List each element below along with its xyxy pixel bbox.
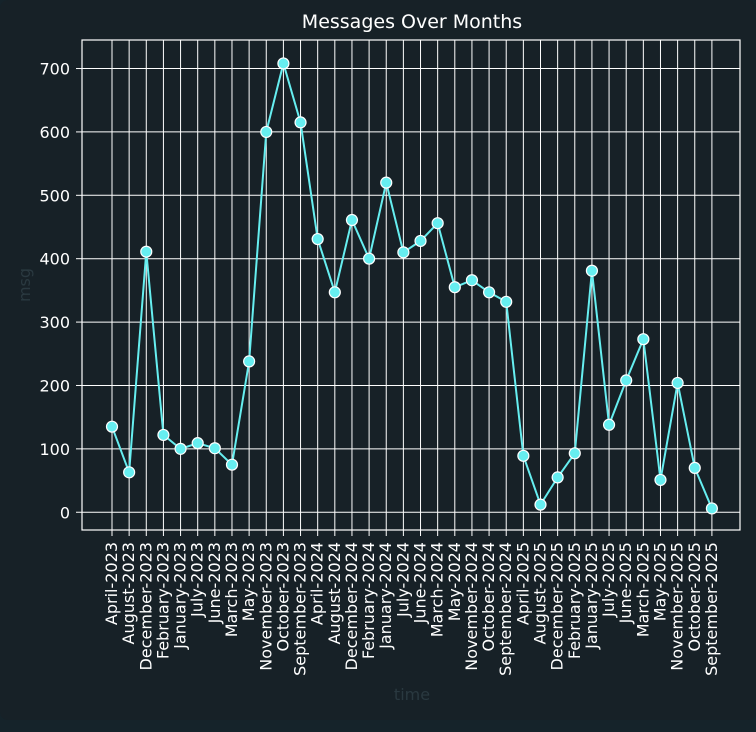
x-tick-label: December-2023 [136,542,155,670]
data-point [620,374,633,387]
x-tick-label: January-2024 [376,542,395,650]
x-tick-label: April-2025 [513,542,532,625]
x-tick-label: July-2024 [393,542,412,618]
x-tick-label: October-2024 [479,542,498,652]
x-tick-label: February-2023 [153,542,172,659]
x-tick-label: November-2025 [668,542,687,671]
data-point [380,176,393,189]
grid-layer [82,40,740,530]
x-tick-label: October-2023 [273,542,292,652]
x-tick-label: May-2025 [650,542,669,621]
plot-frame [81,39,741,531]
x-tick-label: December-2025 [548,542,567,670]
data-point [585,264,599,277]
data-point [465,274,479,287]
data-point [688,461,701,474]
y-tick-label: 300 [39,313,70,332]
x-tick-label: August-2023 [119,542,138,644]
x-tick-label: November-2024 [462,542,481,671]
data-point [294,116,307,129]
data-point [671,376,684,390]
x-tick-label: February-2024 [359,542,378,659]
x-tick-label: October-2025 [685,542,704,652]
y-tick-label: 500 [39,186,70,205]
x-tick-label: March-2023 [222,542,241,637]
x-tick-label: August-2025 [531,542,550,644]
data-point [534,498,547,511]
x-tick-label: September-2024 [496,542,515,676]
data-point [191,437,204,450]
x-tick-label: July-2023 [188,542,207,618]
data-point [363,252,376,265]
data-point [208,442,221,455]
x-tick-label: September-2023 [291,542,310,676]
y-tick-label: 100 [39,440,70,459]
x-tick-label: June-2025 [616,542,635,624]
x-tick-label: September-2025 [702,542,721,676]
data-point [277,57,290,70]
data-point [637,333,650,346]
data-point [517,449,530,462]
y-axis-title: msg [15,268,34,302]
data-point [397,246,410,259]
x-tick-label: March-2025 [633,542,652,637]
data-point [500,295,513,308]
x-tick-label: January-2025 [582,542,601,650]
x-tick-label: May-2023 [239,542,258,621]
x-tick-label: May-2024 [445,542,464,621]
data-point [431,217,444,230]
x-tick-label: December-2024 [342,542,361,670]
x-tick-label: August-2024 [325,542,344,644]
data-point [568,447,581,460]
data-point [602,418,616,431]
data-point [311,232,324,246]
data-point [414,234,427,248]
x-axis-title: time [394,685,430,704]
chart-title: Messages Over Months [302,11,522,33]
x-tick-label: June-2023 [205,542,224,624]
y-tick-label: 400 [39,250,70,269]
x-tick-label: January-2023 [171,542,190,650]
y-tick-label: 600 [39,123,70,142]
data-point [654,473,667,487]
data-point [448,281,461,294]
x-tick-label: April-2024 [308,542,327,625]
data-point [157,428,170,442]
x-tick-label: June-2024 [411,542,430,624]
data-point [243,355,256,368]
y-tick-label: 700 [39,60,70,79]
data-point [260,125,273,139]
y-tick-layer: 0 100 200 300 400 500 600 700 [39,60,82,522]
data-point [551,471,564,484]
data-point [345,213,359,227]
series-layer [105,57,719,515]
data-point [174,442,187,455]
y-tick-label: 200 [39,376,70,395]
data-point [140,245,153,258]
data-point [225,458,239,471]
x-tick-label: November-2023 [256,542,275,671]
data-point [705,502,719,515]
x-tick-label: July-2025 [599,542,618,618]
y-tick-label: 0 [60,503,70,522]
x-tick-label: April-2023 [102,542,121,625]
data-point [482,286,496,299]
data-point [123,466,136,479]
x-tick-label: March-2024 [428,542,447,637]
data-point [105,420,119,433]
x-tick-layer: April-2023August-2023December-2023Februa… [102,530,721,676]
data-point [328,286,341,299]
x-tick-label: February-2025 [565,542,584,659]
